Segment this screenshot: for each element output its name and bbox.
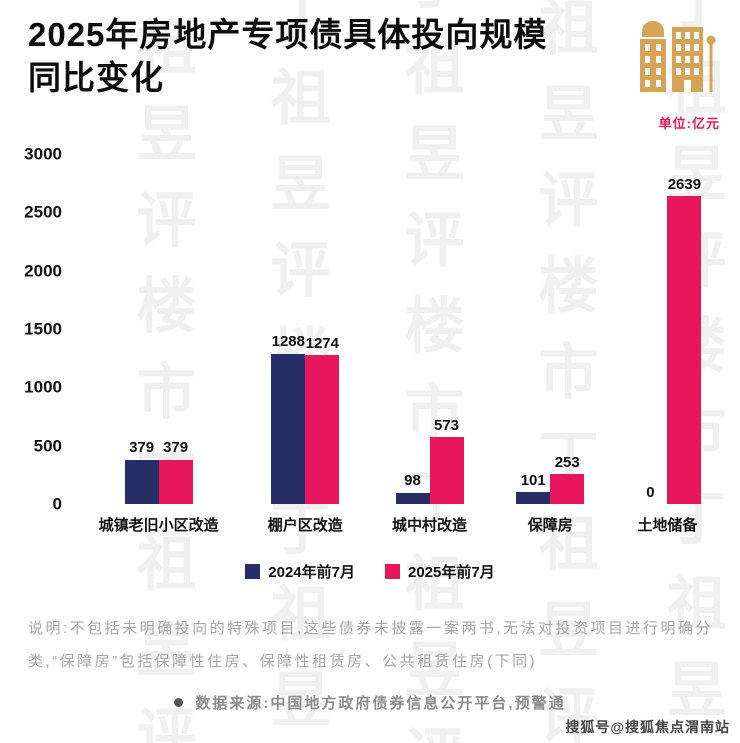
bar-value-label: 253 [554, 453, 580, 471]
bar-value-label: 1274 [305, 334, 339, 352]
bullet-icon [174, 698, 184, 707]
bar [271, 353, 306, 504]
bar-value-label: 98 [404, 472, 421, 490]
y-tick-label: 500 [33, 436, 62, 456]
data-source-row: 数据来源:中国地方政府债券信息公开平台,预警通 [0, 692, 740, 713]
page-title: 2025年房地产专项债具体投向规模同比变化 [28, 16, 548, 96]
bar-value-label: 379 [129, 439, 155, 457]
legend-item: 2025年前7月 [385, 561, 495, 582]
y-tick-label: 2000 [24, 261, 62, 281]
bar-group: 0 2639 土地储备 [633, 154, 702, 535]
y-tick-label: 1500 [24, 319, 62, 339]
unit-label: 单位:亿元 [658, 116, 720, 131]
plot-area: 379 379 城镇老旧小区改造 1288 1274 棚户区改造 98 573 城中村改造 101… [74, 154, 726, 535]
y-tick-label: 1000 [24, 377, 62, 397]
legend-label: 2024年前7月 [268, 564, 355, 581]
bar [158, 459, 193, 504]
y-tick-label: 2500 [24, 202, 62, 222]
legend-swatch [245, 564, 261, 579]
bar-group: 1288 1274 棚户区改造 [268, 154, 343, 535]
data-source-text: 数据来源:中国地方政府债券信息公开平台,预警通 [195, 695, 566, 712]
legend-swatch [385, 564, 400, 579]
y-tick-label: 3000 [24, 144, 62, 164]
bar-group: 379 379 城镇老旧小区改造 [99, 154, 219, 535]
bar-value-label: 573 [433, 416, 460, 434]
x-axis-label: 城中村改造 [392, 517, 468, 534]
chart-note: 说明:不包括未明确投向的特殊项目,这些债券未披露一案两书,无法对投资项目进行明确… [28, 620, 714, 670]
bar-value-label: 1288 [271, 333, 305, 351]
bar [395, 492, 430, 504]
header: 2025年房地产专项债具体投向规模同比变化 [0, 0, 740, 105]
bar-value-label: 379 [163, 439, 189, 457]
y-axis: 0 500 1000 1500 2000 2500 3000 [20, 146, 74, 513]
bar [429, 437, 464, 504]
sohu-account-tag: 搜狐号@搜狐焦点渭南站 [565, 719, 730, 735]
bar [550, 474, 585, 504]
x-axis-label: 土地储备 [637, 517, 698, 534]
x-axis-label: 城镇老旧小区改造 [98, 517, 219, 534]
legend-label: 2025年前7月 [408, 564, 495, 581]
bar-group: 98 573 城中村改造 [392, 154, 467, 535]
legend: 2024年前7月 2025年前7月 [0, 561, 740, 582]
bar-chart: 0 500 1000 1500 2000 2500 3000 379 379 城镇老旧小区改造 1… [0, 146, 740, 535]
bar-value-label: 101 [520, 471, 546, 489]
bar [124, 459, 159, 504]
bar [305, 355, 340, 504]
x-axis-label: 保障房 [527, 517, 573, 534]
buildings-icon [632, 18, 718, 105]
bar [667, 196, 702, 504]
bar-value-label: 2639 [667, 175, 702, 193]
x-axis-label: 棚户区改造 [267, 517, 343, 534]
bar [516, 492, 551, 504]
bar-group: 101 253 保障房 [516, 154, 585, 535]
legend-item: 2024年前7月 [245, 561, 355, 582]
bar-value-label: 0 [646, 483, 655, 501]
y-tick-label: 0 [52, 494, 62, 514]
